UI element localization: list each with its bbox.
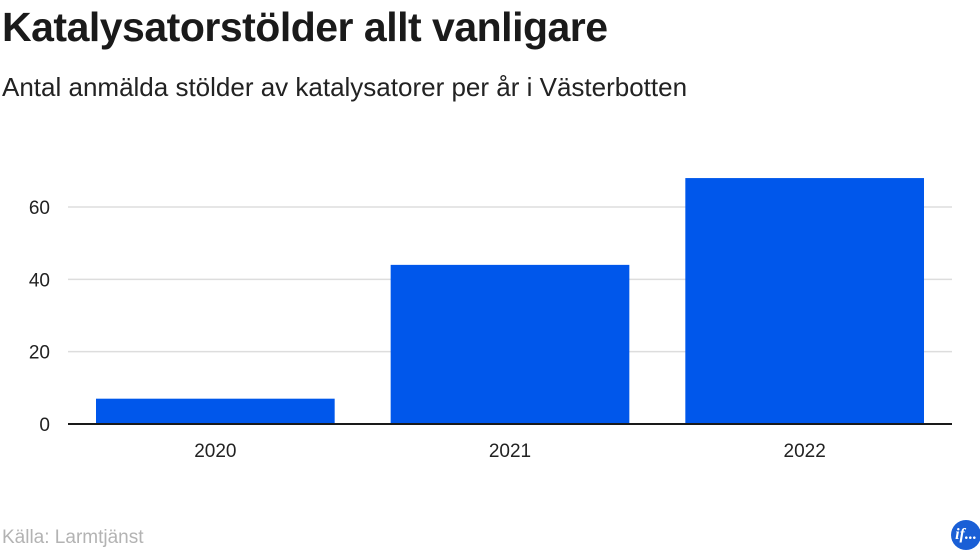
bar-2022 (685, 178, 925, 424)
source-note: Källa: Larmtjänst (2, 527, 144, 548)
y-tick-label-60: 60 (29, 198, 50, 219)
y-tick-label-40: 40 (29, 270, 50, 291)
y-tick-label-0: 0 (39, 415, 50, 436)
publisher-logo[interactable]: if... (951, 520, 980, 550)
x-tick-label-2022: 2022 (784, 441, 826, 462)
chart-subtitle: Antal anmälda stölder av katalysatorer p… (2, 72, 688, 102)
x-tick-label-2021: 2021 (489, 441, 531, 462)
x-tick-label-2020: 2020 (194, 441, 236, 462)
y-axis-ticks: 0 20 40 60 (29, 198, 50, 436)
bar-2020 (95, 398, 335, 424)
x-axis-ticks: 2020 2021 2022 (194, 441, 826, 462)
chart-title: Katalysatorstölder allt vanligare (2, 4, 608, 50)
bars (95, 178, 925, 424)
bar-2021 (390, 264, 630, 424)
y-tick-label-20: 20 (29, 343, 50, 364)
